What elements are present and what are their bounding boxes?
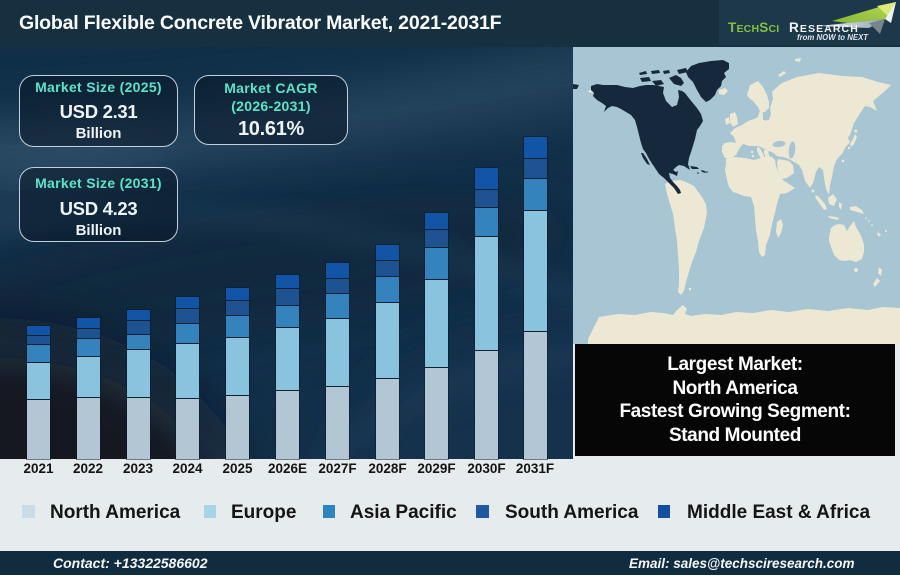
svg-text:RESEARCH: RESEARCH: [789, 20, 859, 35]
svg-text:from NOW to NEXT: from NOW to NEXT: [797, 33, 869, 42]
svg-text:TECHSCI: TECHSCI: [728, 20, 779, 35]
